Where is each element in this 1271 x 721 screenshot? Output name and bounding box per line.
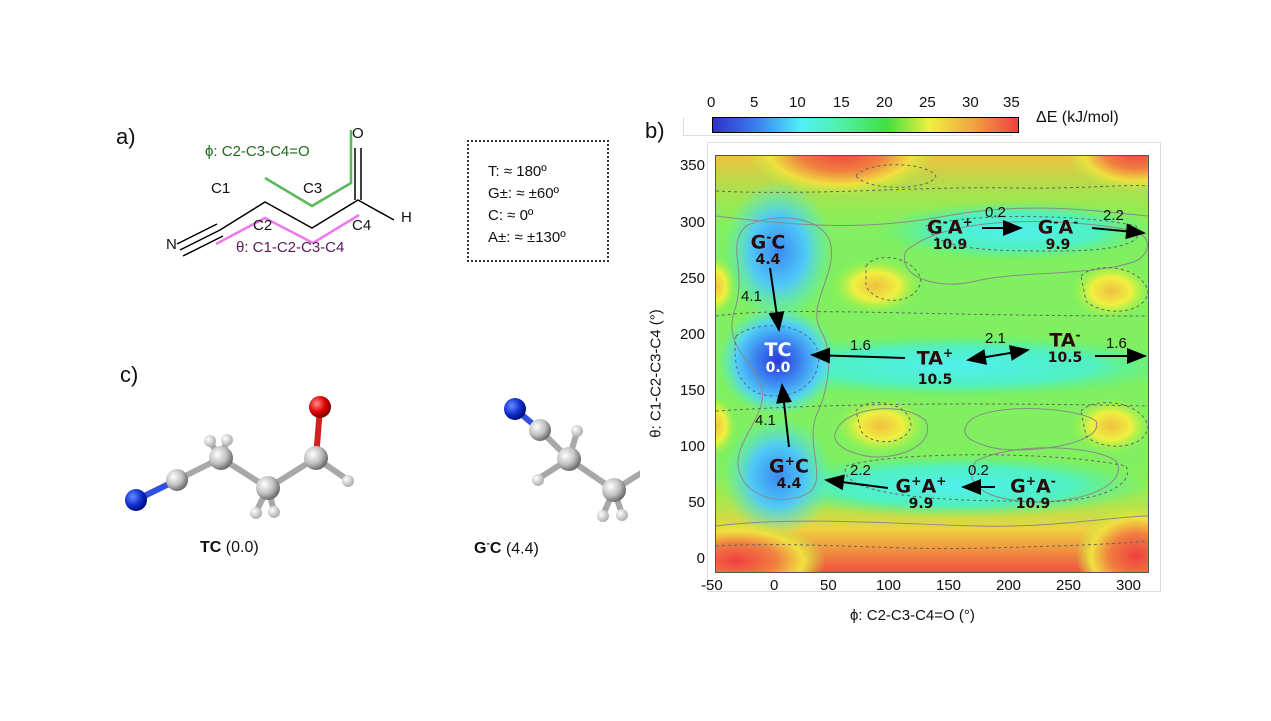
cb-tick-10: 10	[789, 94, 806, 111]
molecule-3d-models	[125, 396, 640, 522]
cb-tick-15: 15	[833, 94, 850, 111]
molecule-gmc	[504, 398, 640, 522]
legend-A: A±: ≈ ±130º	[488, 229, 566, 246]
colorbar	[712, 117, 1019, 133]
x-tick--50: -50	[701, 577, 723, 594]
molecule-tc	[125, 396, 354, 519]
barrier-gmap-gmam: 0.2	[985, 204, 1006, 221]
barrier-gpc-tc: 4.1	[755, 412, 776, 429]
barrier-gpam-gpap: 0.2	[968, 462, 989, 479]
state-gpam: G+A- 10.9	[1010, 474, 1056, 513]
x-tick-50: 50	[820, 577, 837, 594]
atom-C2: C2	[253, 217, 273, 234]
atom-O: O	[352, 125, 364, 142]
x-tick-300: 300	[1116, 577, 1142, 594]
y-tick-50: 50	[688, 494, 705, 511]
atom-C4: C4	[352, 217, 372, 234]
dihedral-legend: T: ≈ 180º G±: ≈ ±60º C: ≈ 0º A±: ≈ ±130º	[488, 161, 566, 249]
dihedral-legend-box	[467, 140, 609, 262]
y-axis: 350 300 250 200 150 100 50 0	[660, 0, 720, 721]
state-tap: TA+ 10.5	[916, 346, 954, 389]
state-gmc: G-C 4.4	[750, 230, 786, 269]
x-axis-title: ϕ: C2-C3-C4=O (°)	[850, 607, 975, 624]
y-tick-150: 150	[679, 382, 705, 399]
cb-tick-5: 5	[750, 94, 759, 111]
plot-frame	[707, 142, 1161, 592]
theta-label: θ: C1-C2-C3-C4	[236, 239, 345, 256]
legend-G: G±: ≈ ±60º	[488, 185, 560, 202]
caption-tc: TC (0.0)	[200, 539, 259, 556]
y-tick-100: 100	[679, 438, 705, 455]
barrier-gmc-tc: 4.1	[741, 288, 762, 305]
state-gmap: G-A+ 10.9	[927, 215, 973, 254]
x-tick-250: 250	[1056, 577, 1082, 594]
state-gpc: G+C 4.4	[769, 454, 809, 493]
y-tick-0: 0	[696, 550, 705, 567]
atom-C1: C1	[211, 180, 231, 197]
y-tick-250: 250	[679, 270, 705, 287]
cb-tick-30: 30	[962, 94, 979, 111]
panel-a-label: a)	[116, 124, 136, 149]
cb-tick-35: 35	[1003, 94, 1020, 111]
y-tick-200: 200	[679, 326, 705, 343]
arrow-tap-tam	[966, 345, 1030, 365]
arrow-gmam-edge	[1091, 223, 1146, 240]
barrier-tam-edge: 1.6	[1106, 335, 1127, 352]
state-gmam: G-A- 9.9	[1037, 215, 1079, 254]
panel-b-label: b)	[645, 118, 665, 143]
cb-tick-25: 25	[919, 94, 936, 111]
atom-C3: C3	[303, 180, 323, 197]
state-gpap: G+A+ 9.9	[895, 474, 947, 513]
barrier-gpap-gpc: 2.2	[850, 462, 871, 479]
panel-c-label: c)	[120, 362, 139, 387]
phi-label: ϕ: C2-C3-C4=O	[205, 143, 310, 160]
legend-C: C: ≈ 0º	[488, 207, 534, 224]
barrier-tap-tam: 2.1	[985, 330, 1006, 347]
arrow-gpap-gpc	[824, 474, 889, 491]
y-tick-350: 350	[679, 157, 705, 174]
cb-tick-20: 20	[876, 94, 893, 111]
arrow-gpc-tc	[776, 383, 792, 448]
x-tick-100: 100	[876, 577, 902, 594]
energy-heatmap	[715, 155, 1149, 573]
x-axis: -50 0 50 100 150 200 250 300	[0, 577, 1271, 599]
atom-H: H	[401, 209, 412, 226]
caption-gmc: G-C (4.4)	[474, 539, 539, 558]
phi-dihedral-path	[264, 130, 353, 208]
barrier-gmam-edge: 2.2	[1103, 207, 1124, 224]
atom-N: N	[166, 236, 177, 253]
legend-T: T: ≈ 180º	[488, 163, 547, 180]
x-tick-200: 200	[996, 577, 1022, 594]
state-tc: TC 0.0	[764, 339, 792, 376]
state-tam: TA- 10.5	[1047, 328, 1083, 367]
cb-tick-0: 0	[707, 94, 716, 111]
theta-dihedral-path	[215, 213, 360, 246]
colorbar-label: ΔE (kJ/mol)	[1036, 109, 1119, 126]
x-tick-150: 150	[936, 577, 962, 594]
arrow-gmc-tc	[768, 267, 785, 332]
arrow-tap-tc	[810, 347, 906, 364]
barrier-tap-tc: 1.6	[850, 337, 871, 354]
molecule-structure-diagram	[176, 130, 395, 257]
y-tick-300: 300	[679, 214, 705, 231]
x-tick-0: 0	[770, 577, 779, 594]
colorbar-ticks: 0 5 10 15 20 25 30 35	[0, 94, 1271, 114]
